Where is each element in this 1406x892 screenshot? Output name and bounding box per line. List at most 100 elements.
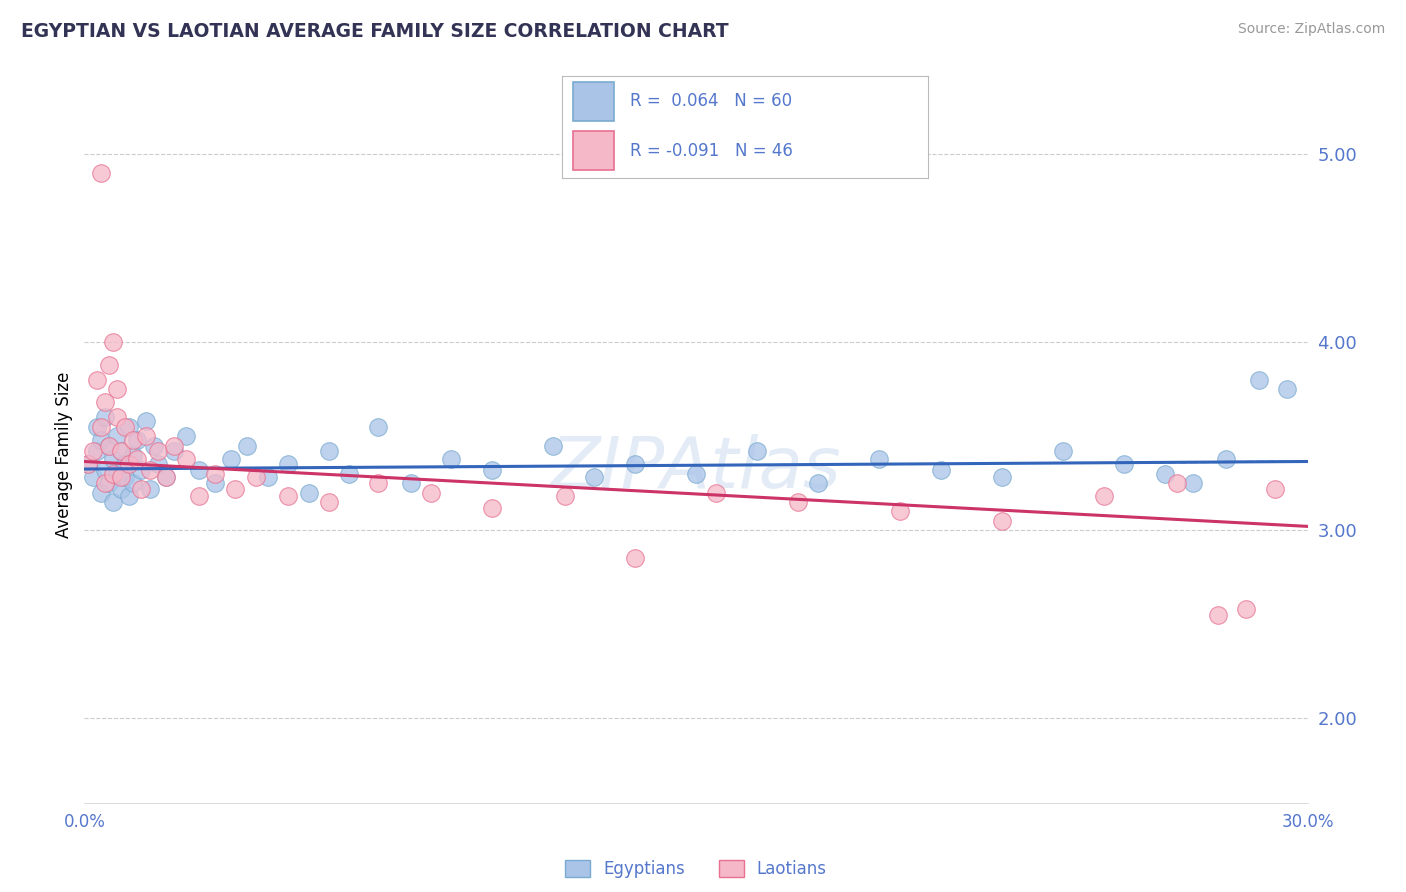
Point [127,451,149,466]
Point [219,451,242,466]
Point [543,438,565,452]
Point [929,463,952,477]
Point [277,489,299,503]
Point [105,429,128,443]
Point [155,470,177,484]
Point [583,470,606,484]
Point [146,458,169,472]
Text: R =  0.064   N = 60: R = 0.064 N = 60 [630,93,792,111]
Point [110,470,132,484]
Point [787,495,810,509]
Point [105,467,128,481]
Point [991,470,1014,484]
Point [90,433,112,447]
Bar [574,82,613,121]
Point [101,467,124,481]
Point [339,467,361,481]
Point [224,482,246,496]
Point [706,485,728,500]
Point [1247,373,1270,387]
Point [118,489,141,503]
Point [869,451,891,466]
Point [1206,607,1229,622]
Point [1052,444,1074,458]
Point [204,467,226,481]
Point [118,419,141,434]
Point [86,444,108,458]
Text: EGYPTIAN VS LAOTIAN AVERAGE FAMILY SIZE CORRELATION CHART: EGYPTIAN VS LAOTIAN AVERAGE FAMILY SIZE … [21,22,728,41]
Point [101,495,124,509]
Point [97,476,120,491]
Point [155,470,177,484]
Point [163,444,186,458]
Point [86,419,108,434]
Point [204,476,226,491]
Point [1092,489,1115,503]
Point [481,463,503,477]
Point [889,504,911,518]
Point [110,444,132,458]
Legend: Egyptians, Laotians: Egyptians, Laotians [558,854,834,885]
Point [1114,458,1136,472]
Y-axis label: Average Family Size: Average Family Size [55,372,73,538]
Point [127,433,149,447]
Point [685,467,707,481]
Point [1154,467,1177,481]
Point [93,463,117,477]
Point [163,438,186,452]
Point [97,358,120,372]
Point [114,470,136,484]
Point [82,470,104,484]
Point [110,482,132,496]
Point [481,500,503,515]
Bar [574,131,613,170]
Point [176,429,198,443]
Point [298,485,321,500]
Point [440,451,463,466]
Point [90,166,112,180]
Point [86,373,108,387]
Point [146,444,169,458]
Point [245,470,267,484]
Point [277,458,299,472]
Point [807,476,830,491]
Point [236,438,259,452]
Point [138,482,160,496]
Point [101,451,124,466]
Point [367,419,389,434]
Point [399,476,422,491]
Text: R = -0.091   N = 46: R = -0.091 N = 46 [630,142,793,160]
Point [1215,451,1237,466]
Point [624,458,647,472]
Point [1182,476,1205,491]
Point [420,485,443,500]
Point [991,514,1014,528]
Point [1166,476,1188,491]
Point [93,476,117,491]
Point [114,458,136,472]
Point [1236,602,1258,616]
Point [97,438,120,452]
Point [135,414,157,428]
Point [82,444,104,458]
Point [747,444,769,458]
Point [187,489,209,503]
Point [114,419,136,434]
Point [110,444,132,458]
Point [257,470,280,484]
Point [367,476,389,491]
Point [142,438,165,452]
Text: ZIPAtlas: ZIPAtlas [551,434,841,503]
Point [118,458,141,472]
Point [105,382,128,396]
Point [122,433,145,447]
Point [554,489,576,503]
Text: Source: ZipAtlas.com: Source: ZipAtlas.com [1237,22,1385,37]
Point [138,463,160,477]
Point [97,438,120,452]
Point [77,458,100,472]
Point [1277,382,1299,396]
Point [122,476,145,491]
Point [318,444,340,458]
Point [187,463,209,477]
